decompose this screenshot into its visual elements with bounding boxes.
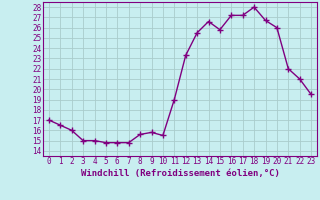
- X-axis label: Windchill (Refroidissement éolien,°C): Windchill (Refroidissement éolien,°C): [81, 169, 279, 178]
